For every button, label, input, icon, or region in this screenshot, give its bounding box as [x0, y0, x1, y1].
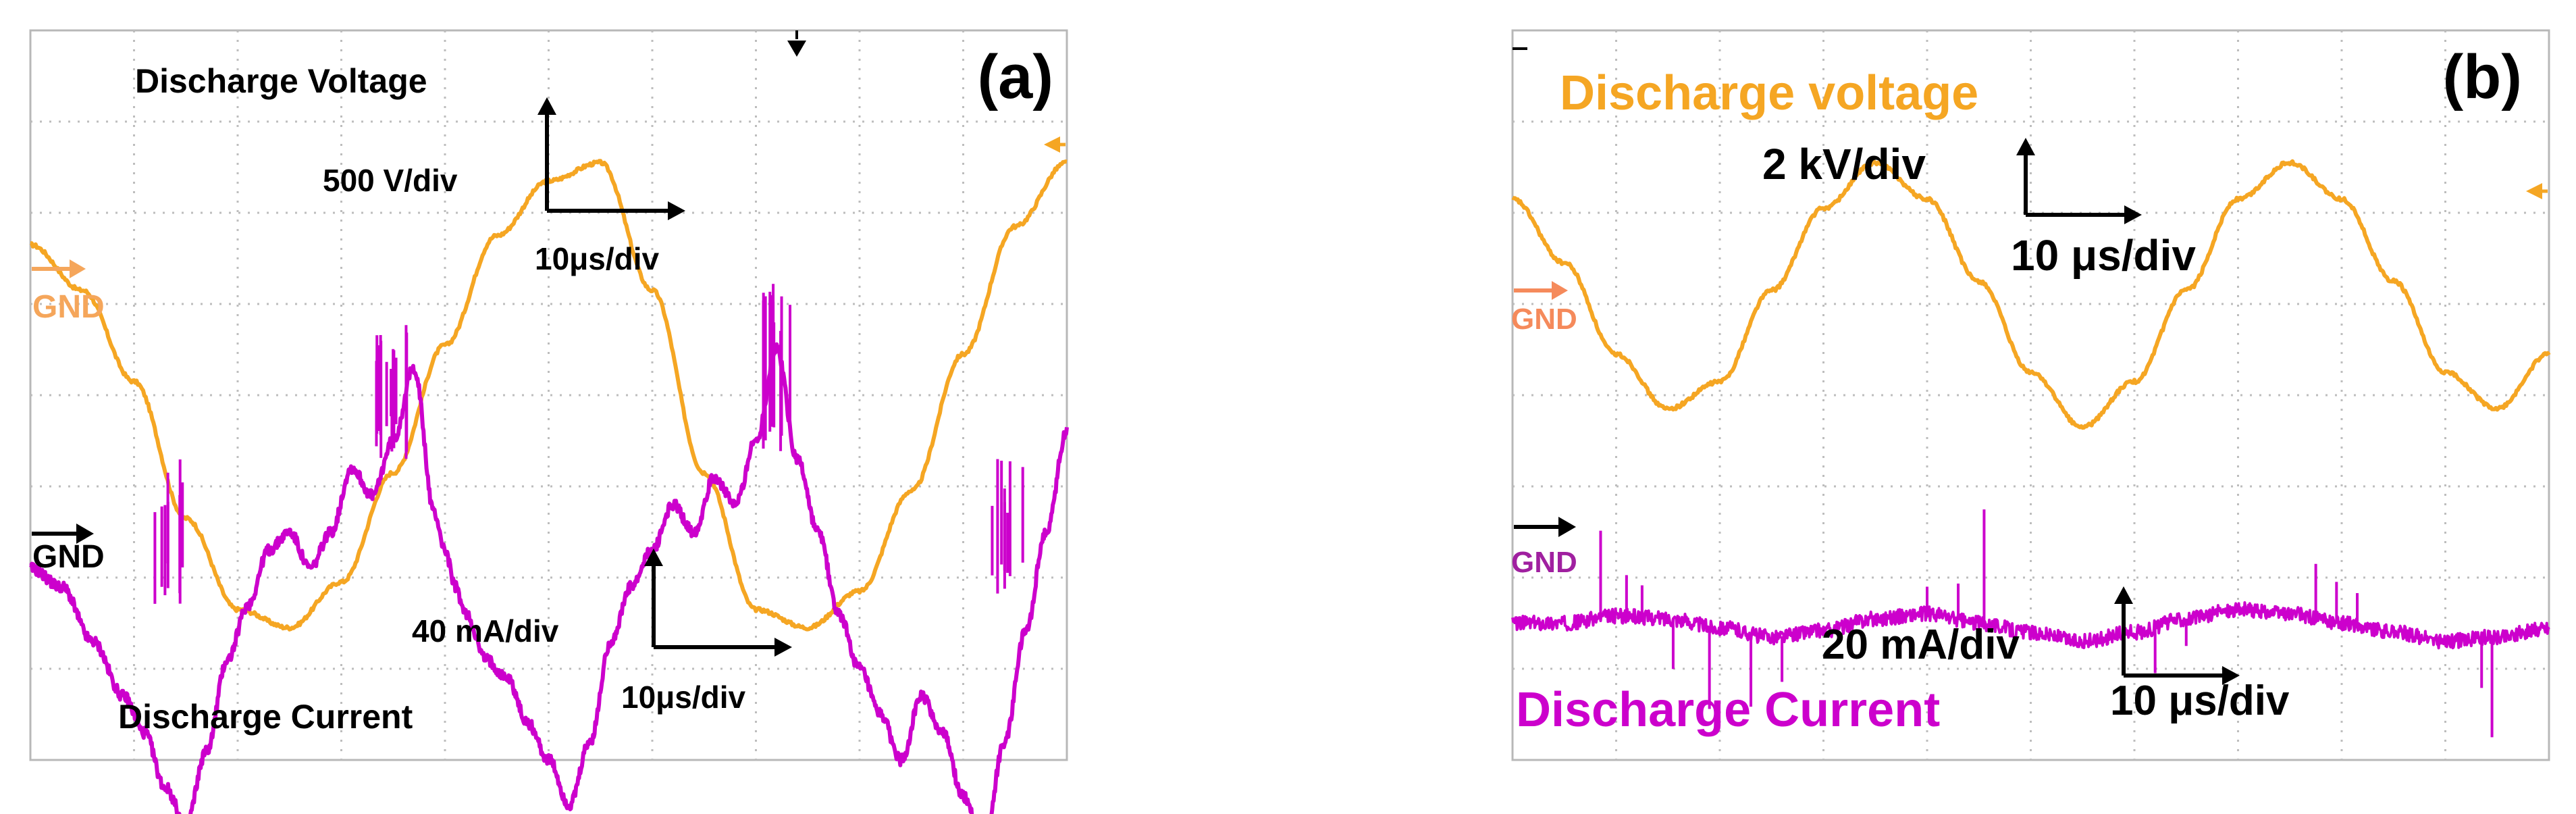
panel-a-current-scale: 40 mA/div [412, 613, 559, 648]
panel-a-gnd-current: GND [32, 539, 105, 575]
voltage-scale-vertical-arrowhead [2016, 138, 2035, 155]
panel-a: (a) Discharge Voltage 500 V/div 10μs/div… [28, 29, 1069, 814]
current-scale-vertical-arrowhead [644, 549, 663, 566]
panel-a-traces [28, 159, 1069, 814]
panel-b-label: (b) [2443, 43, 2522, 111]
panel-a-gnd-voltage: GND [32, 289, 105, 325]
panel-a-voltage-time: 10μs/div [535, 241, 660, 276]
panel-b-voltage-scale: 2 kV/div [1762, 140, 1926, 188]
current-trace [28, 342, 1069, 814]
voltage-trace [1511, 159, 2551, 430]
panel-b-gnd-current: GND [1511, 546, 1577, 579]
voltage-scale-horizontal-arrowhead [668, 201, 685, 220]
trigger-marker [787, 41, 806, 57]
panel-a-voltage-scale: 500 V/div [323, 163, 458, 198]
panel-b-scale-arrows [1513, 47, 2548, 685]
panel-b-labels: (b) Discharge voltage 2 kV/div 10 μs/div… [1511, 43, 2522, 737]
panel-b-current-title: Discharge Current [1516, 683, 1940, 737]
panel-b-voltage-title: Discharge voltage [1560, 66, 1978, 120]
panel-b-gnd-voltage: GND [1511, 303, 1577, 336]
trigger-level-marker [2526, 183, 2542, 199]
current-trace [1511, 601, 2550, 650]
panel-b: (b) Discharge voltage 2 kV/div 10 μs/div… [1511, 29, 2551, 761]
voltage-scale-vertical-arrowhead [537, 97, 556, 115]
panel-a-label: (a) [978, 43, 1053, 111]
panel-a-current-title: Discharge Current [118, 698, 413, 736]
gnd-voltage-arrowhead [1552, 281, 1568, 300]
gnd-voltage-arrowhead [70, 259, 86, 278]
panel-a-labels: (a) Discharge Voltage 500 V/div 10μs/div… [32, 43, 1053, 736]
voltage-scale-horizontal-arrowhead [2124, 205, 2142, 224]
panel-a-voltage-title: Discharge Voltage [135, 62, 427, 100]
current-scale-vertical-arrowhead [2114, 586, 2133, 604]
panel-b-voltage-time: 10 μs/div [2011, 231, 2196, 280]
gnd-current-arrowhead [76, 524, 94, 544]
panel-a-scale-arrows [32, 30, 1066, 657]
panel-b-current-scale: 20 mA/div [1822, 621, 2020, 668]
trigger-level-marker [1044, 136, 1060, 153]
current-scale-horizontal-arrowhead [774, 638, 792, 657]
current-scale-horizontal-arrowhead [2222, 666, 2240, 685]
panel-a-current-time: 10μs/div [621, 680, 746, 715]
gnd-current-arrowhead [1558, 517, 1576, 537]
panel-b-traces [1511, 159, 2551, 738]
panel-b-current-time: 10 μs/div [2110, 678, 2290, 724]
